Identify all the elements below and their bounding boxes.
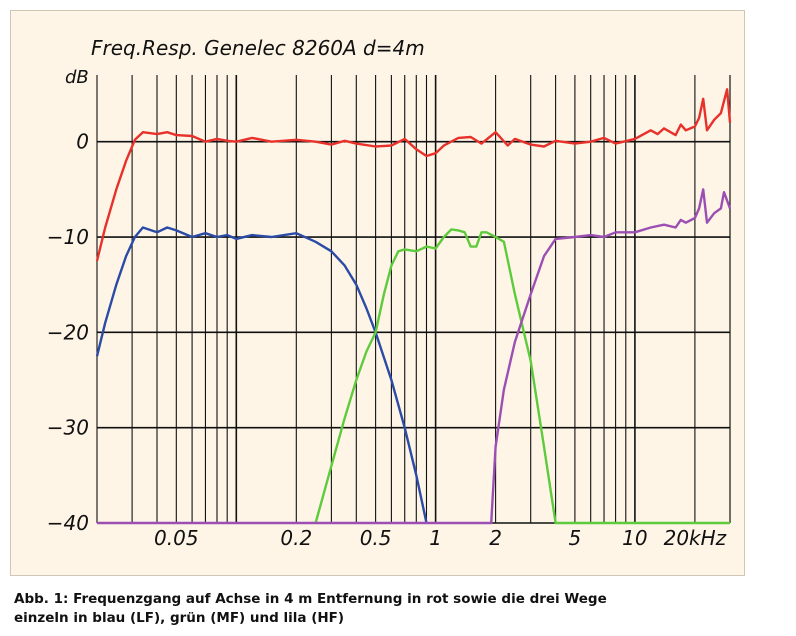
grid [96, 75, 731, 524]
caption-line-1: Abb. 1: Frequenzgang auf Achse in 4 m En… [14, 591, 607, 607]
x-tick-label: 0.5 [360, 526, 392, 550]
frequency-response-chart: 0 −10 −20 −30 −40 0.05 0.2 0.5 1 2 5 10 20kHz Freq.R… [47, 36, 732, 550]
curves [95, 88, 732, 525]
y-tick-label: −20 [47, 320, 89, 344]
x-tick-label: 20kHz [664, 526, 727, 550]
y-tick-label: −10 [47, 225, 89, 249]
x-tick-label: 10 [622, 526, 647, 550]
x-tick-label: 1 [429, 526, 442, 550]
y-axis-label: dB [65, 67, 89, 88]
x-tick-label: 5 [569, 526, 582, 550]
series-line [97, 188, 732, 525]
series-line [95, 226, 428, 524]
y-tick-label: −40 [47, 511, 89, 535]
chart-frame: 0 −10 −20 −30 −40 0.05 0.2 0.5 1 2 5 10 20kHz Freq.R… [10, 10, 745, 576]
x-tick-label: 0.05 [154, 526, 199, 550]
figure-caption: Abb. 1: Frequenzgang auf Achse in 4 m En… [14, 590, 774, 628]
x-tick-label: 2 [489, 526, 502, 550]
y-tick-label: 0 [76, 130, 89, 154]
x-tick-label: 0.2 [280, 526, 312, 550]
axis-labels: 0 −10 −20 −30 −40 0.05 0.2 0.5 1 2 5 10 20kHz [47, 130, 727, 550]
series-line [314, 228, 730, 525]
caption-line-2: einzeln in blau (LF), grün (MF) und lila… [14, 610, 345, 626]
series-line [95, 88, 732, 262]
y-tick-label: −30 [47, 416, 89, 440]
chart-title: Freq.Resp. Genelec 8260A d=4m [91, 36, 425, 60]
